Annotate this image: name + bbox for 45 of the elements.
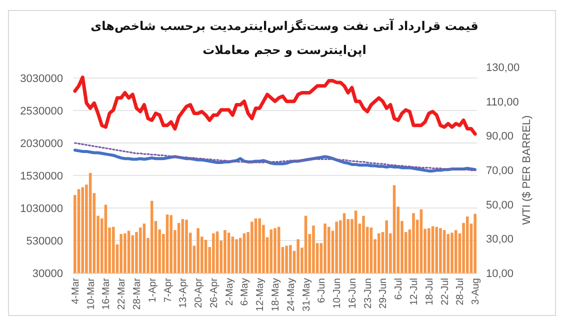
x-tick-label: 7-Apr: [162, 277, 174, 302]
x-tick-label: 4-Mar: [70, 277, 82, 304]
y2-tick-label: 50,00: [486, 199, 514, 212]
x-tick-label: 12-May: [255, 278, 266, 312]
chart-title: قیمت قرارداد آتی نفت وست‌تگزاس‌اینترمدیت برحسب شاخص‌های اپن‌اینترست و حجم معاملات: [90, 18, 480, 59]
y2-axis-title: WTI ($ PER BARREL): [521, 115, 533, 225]
y-tick-label: 2530000: [20, 106, 63, 118]
x-tick-label: 16-Jun: [347, 278, 358, 309]
x-tick-label: 16-Mar: [101, 277, 112, 310]
x-tick-label: 1-Apr: [147, 277, 158, 302]
x-tick-label: 20-Apr: [194, 277, 205, 308]
x-tick-label: 23-Jun: [362, 278, 374, 309]
x-tick-label: 28-Mar: [132, 277, 143, 310]
x-tick-label: 10-Mar: [86, 277, 97, 310]
x-tick-label: 22-Jul: [440, 278, 451, 306]
y2-tick-label: 110,00: [486, 96, 519, 108]
x-tick-label: 31-May: [301, 278, 312, 312]
y-tick-label: 1030000: [20, 203, 63, 215]
x-tick-label: 6-Jun: [316, 278, 328, 304]
x-tick-label: 3-Aug: [470, 278, 482, 305]
y-tick-label: 2030000: [20, 138, 63, 150]
y2-tick-label: 10,00: [486, 268, 514, 280]
x-tick-label: 6-Jul: [394, 278, 405, 300]
x-tick-label: 18-Jul: [424, 278, 436, 306]
x-tick-label: 28-Jul: [455, 278, 466, 306]
line-series: [73, 76, 477, 136]
y-tick-label: 3030000: [20, 73, 63, 85]
x-tick-label: 2-May: [224, 278, 236, 306]
y-tick-label: 530000: [26, 236, 63, 248]
x-tick-label: 24-May: [286, 278, 297, 312]
y2-tick-label: 130,00: [486, 62, 520, 74]
y-tick-label: 1530000: [20, 170, 63, 182]
x-tick-label: 22-Mar: [116, 277, 128, 310]
y2-tick-label: 30,00: [486, 234, 514, 246]
x-tick-label: 12-Jul: [409, 278, 420, 306]
line-series: [74, 142, 476, 172]
y2-tick-label: 90,00: [486, 130, 514, 143]
y-tick-label: 30000: [32, 268, 63, 280]
x-tick-label: 13-Apr: [178, 277, 190, 308]
x-tick-label: 26-Apr: [208, 277, 220, 308]
x-tick-label: 18-May: [270, 278, 282, 312]
x-tick-label: 6-May: [240, 278, 251, 306]
x-tick-label: 29-Jun: [378, 278, 390, 309]
x-tick-label: 10-Jun: [332, 278, 344, 309]
y2-tick-label: 70,00: [486, 165, 514, 177]
